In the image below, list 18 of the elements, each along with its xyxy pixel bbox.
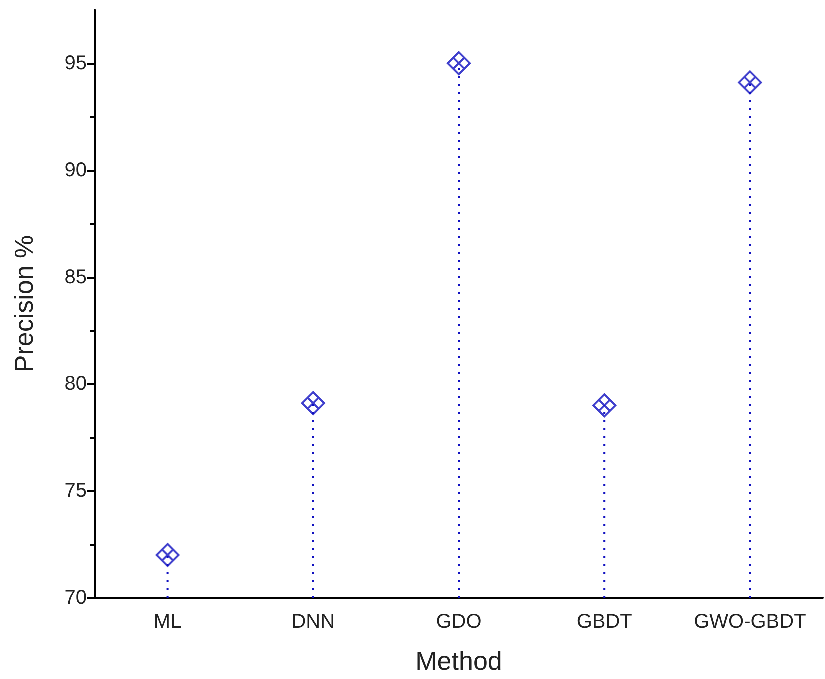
y-tick-label: 85: [64, 266, 87, 288]
point: [592, 394, 617, 418]
x-tick-label: GDO: [436, 611, 482, 633]
point: [447, 51, 471, 76]
x-tick-label: ML: [154, 611, 182, 633]
y-tick-label: 95: [64, 52, 87, 74]
point: [156, 543, 180, 568]
point: [738, 70, 762, 95]
y-tick-label: 80: [64, 373, 87, 396]
x-tick-label: DNN: [292, 611, 336, 633]
y-tick-label: 90: [64, 159, 87, 182]
y-tick-label: 70: [64, 587, 87, 609]
x-tick-label: GBDT: [576, 611, 632, 633]
point: [301, 391, 326, 416]
x-tick-label: GWO-GBDT: [694, 611, 806, 633]
y-tick-label: 75: [64, 480, 87, 502]
y-axis-title: Precision %: [9, 235, 39, 373]
x-axis-title: Method: [416, 646, 502, 676]
